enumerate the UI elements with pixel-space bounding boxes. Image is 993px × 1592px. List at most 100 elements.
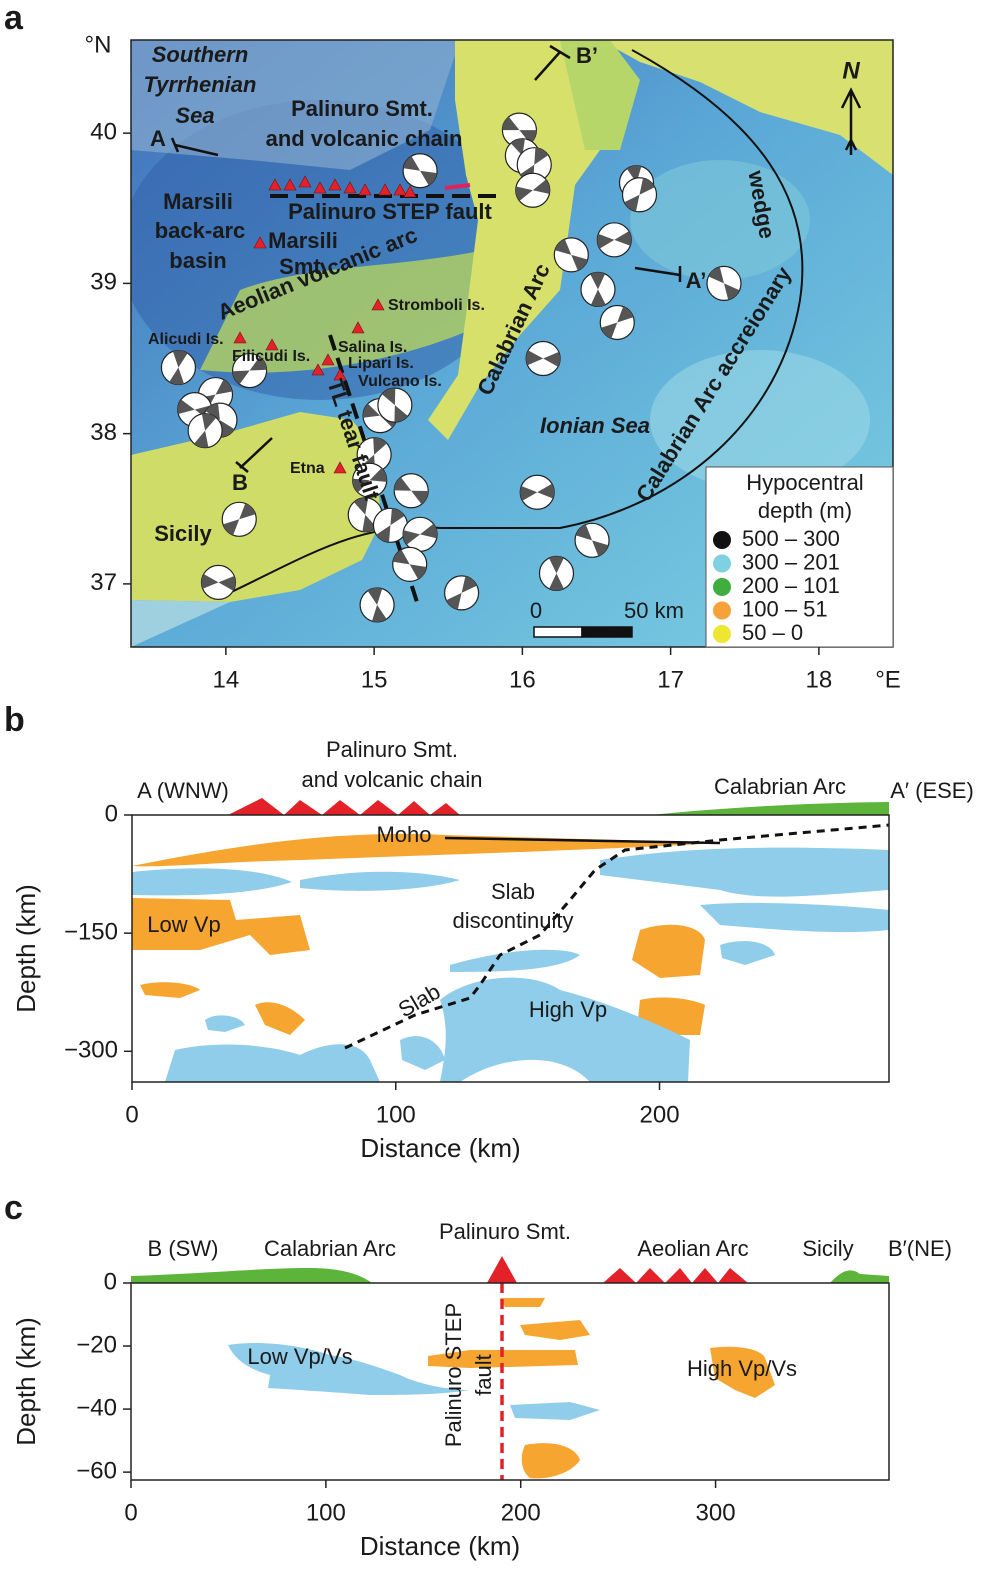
beachball-quadrant bbox=[502, 116, 537, 144]
y-tick-label: −20 bbox=[76, 1331, 117, 1358]
volcano bbox=[313, 181, 327, 194]
beachball-quadrant bbox=[194, 413, 217, 448]
volcano bbox=[378, 183, 392, 196]
beachball-quadrant bbox=[515, 179, 550, 201]
annotation: Salina Is. bbox=[338, 339, 407, 356]
focal-mechanism bbox=[621, 177, 658, 213]
focal-mechanism bbox=[200, 564, 237, 600]
annotation: Smt. bbox=[279, 254, 327, 279]
beachball-quadrant bbox=[555, 239, 588, 271]
focal-mechanism bbox=[402, 153, 438, 189]
legend-swatch bbox=[713, 578, 731, 596]
focal-mechanism bbox=[599, 304, 635, 341]
beachball-quadrant bbox=[169, 350, 188, 385]
annotation: fault bbox=[471, 1354, 496, 1396]
focal-mechanism bbox=[372, 507, 409, 543]
annotation: and volcanic chain bbox=[301, 767, 482, 792]
annotation: B (SW) bbox=[148, 1236, 219, 1261]
volcano bbox=[328, 178, 342, 191]
volcano bbox=[321, 353, 335, 366]
focal-mechanism bbox=[221, 501, 257, 537]
legend-swatch bbox=[713, 554, 731, 573]
annotation: Aeolian Arc bbox=[637, 1236, 748, 1261]
step-fault-segment bbox=[444, 183, 471, 190]
focal-mechanism bbox=[553, 237, 589, 273]
north-label: N bbox=[842, 57, 860, 84]
volcano bbox=[253, 236, 267, 249]
annotation: Low Vp/Vs bbox=[247, 1344, 352, 1369]
x-axis-label: Distance (km) bbox=[360, 1133, 520, 1163]
annotation: Marsili bbox=[268, 228, 338, 253]
section-ends bbox=[170, 44, 682, 473]
focal-mechanism bbox=[525, 340, 561, 377]
beachball-quadrant bbox=[232, 356, 267, 385]
beachball-quadrant bbox=[403, 156, 437, 186]
annotation: A (WNW) bbox=[137, 778, 229, 803]
annotation: Filicudi Is. bbox=[232, 348, 310, 365]
north-arrow bbox=[840, 87, 862, 155]
y-axis-label: Depth (km) bbox=[11, 884, 41, 1013]
beachball-quadrant bbox=[708, 266, 740, 300]
annotation: basin bbox=[169, 248, 226, 273]
volcano bbox=[351, 321, 365, 334]
annotation: Palinuro STEP bbox=[441, 1303, 466, 1447]
y-axis-label: °N bbox=[85, 31, 112, 58]
panel-letter: b bbox=[4, 701, 25, 739]
map-frame bbox=[130, 39, 894, 648]
annotation: Moho bbox=[376, 822, 431, 847]
x-tick-label: 18 bbox=[806, 666, 833, 693]
beachball-quadrant bbox=[526, 350, 561, 367]
focal-mechanism bbox=[519, 474, 555, 510]
beachball-quadrant bbox=[367, 587, 387, 622]
legend-label: 500 – 300 bbox=[742, 526, 840, 551]
annotation: Tyrrhenian bbox=[144, 72, 257, 97]
focal-mechanism bbox=[706, 265, 742, 302]
legend-swatch bbox=[713, 625, 731, 643]
annotation: A′ (ESE) bbox=[890, 778, 974, 803]
events bbox=[160, 112, 742, 623]
annotation: and volcanic chain bbox=[266, 126, 463, 151]
annotation: Palinuro Smt. bbox=[326, 737, 458, 762]
volcano bbox=[371, 298, 385, 311]
panel-letter: c bbox=[4, 1189, 23, 1227]
beachball-quadrant bbox=[403, 523, 438, 545]
annotation: Sea bbox=[175, 103, 214, 128]
focal-mechanism bbox=[377, 387, 413, 423]
focal-mechanism bbox=[359, 587, 395, 623]
beachball-quadrant bbox=[549, 556, 564, 591]
beachball-quadrant bbox=[601, 306, 634, 339]
legend-title: depth (m) bbox=[758, 498, 852, 523]
beachball-quadrant bbox=[624, 178, 655, 212]
x-tick-label: 100 bbox=[306, 1499, 346, 1526]
focal-mechanism bbox=[352, 462, 388, 498]
annotation: Stromboli Is. bbox=[388, 297, 485, 314]
beachball-quadrant bbox=[205, 403, 235, 437]
annotation: Lipari Is. bbox=[348, 355, 414, 372]
x-axis-label: °E bbox=[875, 666, 901, 693]
annotation: Sicily bbox=[154, 521, 212, 546]
annotation: High Vp bbox=[529, 997, 607, 1022]
panel-letter: a bbox=[4, 0, 24, 37]
beachball-quadrant bbox=[363, 403, 398, 428]
beachball-quadrant bbox=[352, 468, 387, 493]
accretionary-front bbox=[224, 49, 804, 596]
y-tick-label: −150 bbox=[64, 918, 118, 945]
focal-mechanism bbox=[574, 522, 610, 558]
annotation: Vulcano Is. bbox=[358, 373, 442, 390]
focal-mechanism bbox=[187, 413, 223, 449]
volcano bbox=[283, 178, 297, 191]
focal-mechanism bbox=[392, 546, 428, 582]
beachball-quadrant bbox=[520, 483, 555, 501]
y-axis-label: Depth (km) bbox=[11, 1317, 41, 1446]
beachball-quadrant bbox=[446, 576, 477, 610]
beachball-quadrant bbox=[392, 549, 427, 580]
x-tick-label: 0 bbox=[124, 1499, 137, 1526]
annotation: Slab bbox=[491, 879, 535, 904]
annotation: Low Vp bbox=[147, 912, 220, 937]
beachball-quadrant bbox=[597, 231, 632, 249]
x-tick-label: 17 bbox=[657, 666, 684, 693]
focal-mechanism bbox=[443, 575, 480, 611]
legend-swatch bbox=[713, 531, 731, 549]
focal-mechanism bbox=[231, 352, 268, 389]
